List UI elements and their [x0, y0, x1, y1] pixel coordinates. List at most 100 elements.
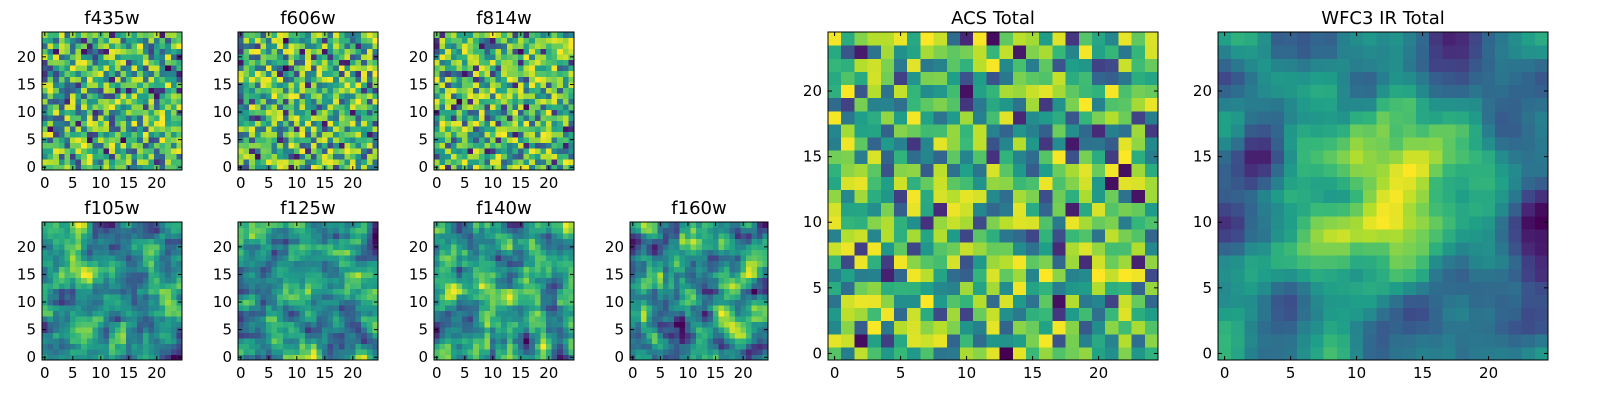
heatmap-cell [562, 43, 569, 50]
heatmap-cell [165, 32, 172, 39]
heatmap-cell [1131, 320, 1146, 335]
heatmap-cell [450, 158, 457, 166]
heatmap-cell [142, 81, 149, 88]
heatmap-cell [92, 288, 99, 295]
heatmap-cell [333, 227, 340, 234]
heatmap-cell [679, 299, 686, 306]
heatmap-cell [148, 87, 155, 94]
heatmap-cell [322, 48, 329, 55]
heatmap-cell [473, 249, 480, 256]
heatmap-cell [534, 153, 541, 160]
heatmap-cell [729, 354, 736, 361]
heatmap-cell [53, 271, 60, 278]
heatmap-cell [355, 271, 362, 278]
heatmap-cell [663, 249, 670, 256]
heatmap-cell [518, 37, 525, 44]
heatmap-cell [299, 164, 306, 171]
heatmap-cell [854, 333, 869, 348]
heatmap-cell [126, 65, 133, 72]
heatmap-cell [546, 109, 553, 116]
heatmap-cell [120, 299, 127, 306]
heatmap-cell [562, 227, 569, 234]
heatmap-cell [271, 326, 278, 333]
heatmap-cell [1144, 320, 1159, 335]
heatmap-cell [75, 266, 82, 273]
heatmap-cell [154, 125, 161, 132]
heatmap-cell [946, 333, 961, 348]
heatmap-cell [327, 354, 334, 361]
x-tick-label: 15 [511, 364, 530, 382]
heatmap-cell [92, 43, 99, 50]
heatmap-cell [170, 304, 177, 311]
heatmap-cell [109, 222, 116, 229]
heatmap-cell [338, 238, 345, 245]
heatmap-cell [120, 282, 127, 289]
heatmap-cell [271, 54, 278, 61]
heatmap-cell [361, 81, 368, 88]
heatmap-cell [271, 260, 278, 267]
heatmap-cell [288, 277, 295, 284]
heatmap-cell [652, 260, 659, 267]
heatmap-cell [529, 147, 536, 155]
heatmap-cell [973, 176, 987, 191]
heatmap-cell [679, 266, 686, 273]
heatmap-cell [159, 321, 166, 328]
heatmap-cell [641, 266, 648, 273]
heatmap-cell [534, 164, 541, 171]
heatmap-cell [551, 354, 558, 361]
heatmap-cell [551, 87, 558, 94]
heatmap-cell [501, 244, 508, 251]
heatmap-cell [277, 288, 284, 295]
heatmap-cell [999, 294, 1014, 309]
heatmap-cell [64, 249, 71, 256]
heatmap-cell [762, 304, 769, 311]
heatmap-cell [854, 202, 869, 217]
heatmap-cell [86, 288, 93, 295]
heatmap-cell [641, 332, 648, 339]
heatmap-cell [154, 293, 161, 300]
heatmap-cell [333, 288, 340, 295]
heatmap-cell [506, 32, 513, 39]
heatmap-cell [534, 65, 541, 72]
heatmap-cell [266, 337, 273, 345]
heatmap-cell [170, 81, 177, 88]
heatmap-cell [47, 43, 54, 50]
heatmap-cell [338, 76, 345, 83]
heatmap-cell [176, 103, 183, 110]
heatmap-cell [47, 260, 54, 267]
heatmap-cell [98, 153, 105, 160]
heatmap-cell [254, 271, 261, 278]
heatmap-cell [243, 125, 250, 132]
heatmap-cell [506, 59, 513, 66]
heatmap-cell [288, 65, 295, 72]
heatmap-cell [456, 65, 463, 72]
heatmap-cell [1144, 333, 1159, 348]
heatmap-cell [568, 227, 575, 234]
heatmap-cell [551, 98, 558, 105]
heatmap-cell [154, 92, 161, 99]
heatmap-cell [142, 87, 149, 94]
heatmap-cell [712, 238, 719, 245]
heatmap-cell [361, 92, 368, 99]
heatmap-cell [467, 255, 474, 262]
heatmap-cell [551, 114, 558, 121]
heatmap-cell [1039, 333, 1053, 348]
heatmap-cell [478, 32, 485, 39]
heatmap-cell [462, 125, 469, 132]
heatmap-cell [170, 70, 177, 77]
heatmap-cell [350, 136, 357, 143]
heatmap-cell [159, 98, 166, 105]
heatmap-cell [456, 299, 463, 306]
heatmap-cell [674, 266, 681, 273]
heatmap-cell [361, 114, 368, 121]
heatmap-cell [176, 233, 183, 240]
heatmap-cell [294, 43, 301, 50]
heatmap-cell [635, 288, 642, 295]
heatmap-cell [109, 153, 116, 160]
heatmap-cell [478, 48, 485, 55]
heatmap-cell [249, 293, 256, 300]
heatmap-cell [355, 238, 362, 245]
heatmap-cell [478, 277, 485, 284]
heatmap-cell [277, 153, 284, 160]
heatmap-cell [148, 153, 155, 160]
